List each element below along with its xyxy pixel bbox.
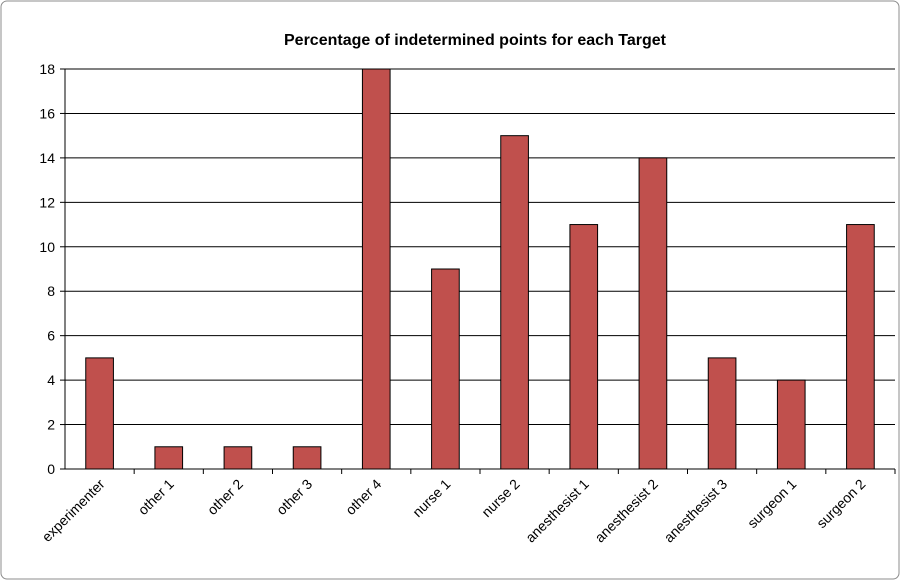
y-tick-label: 0 xyxy=(47,461,55,477)
bar xyxy=(500,135,529,470)
bar xyxy=(846,224,875,470)
bar xyxy=(223,446,253,470)
y-tick-label: 4 xyxy=(47,372,55,388)
y-tick-label: 16 xyxy=(39,105,55,121)
y-tick-label: 18 xyxy=(39,61,55,77)
y-tick-label: 10 xyxy=(39,239,55,255)
bar xyxy=(361,68,391,470)
y-tick-label: 8 xyxy=(47,283,55,299)
bar xyxy=(707,357,737,470)
bar xyxy=(776,379,806,470)
bar xyxy=(569,224,599,470)
bar xyxy=(292,446,322,470)
y-tick-label: 12 xyxy=(39,194,55,210)
chart-title: Percentage of indetermined points for ea… xyxy=(284,32,667,49)
y-tick-label: 2 xyxy=(47,417,55,433)
bar xyxy=(638,157,668,470)
y-tick-label: 6 xyxy=(47,328,55,344)
y-tick-label: 14 xyxy=(39,150,55,166)
bar xyxy=(154,446,184,470)
bar xyxy=(431,268,460,470)
bar xyxy=(85,357,114,470)
